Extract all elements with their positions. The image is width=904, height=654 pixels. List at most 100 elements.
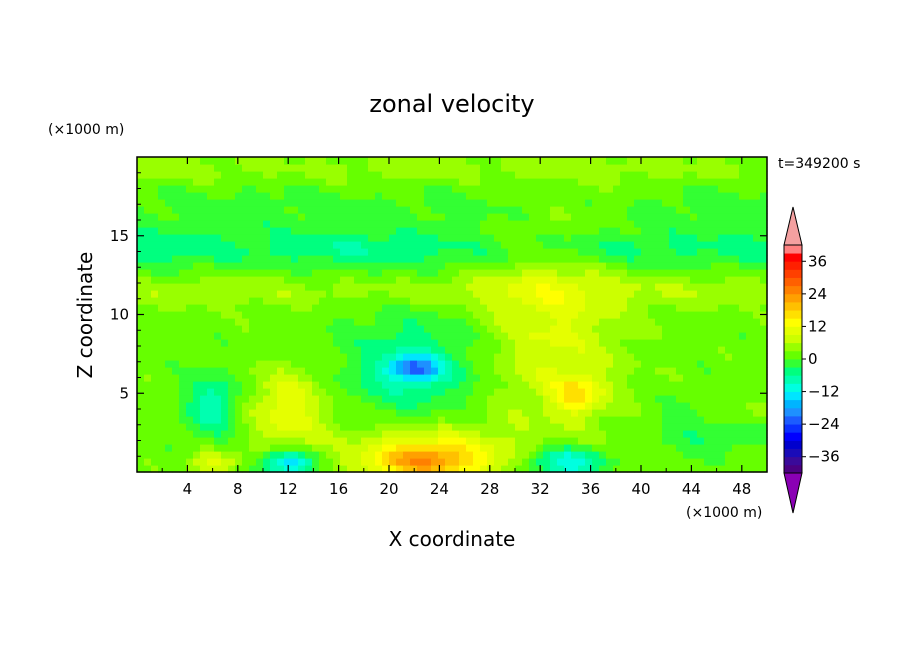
field-cell [165, 395, 173, 403]
field-cell [606, 157, 614, 165]
field-cell [473, 213, 481, 221]
field-cell [228, 402, 236, 410]
field-cell [298, 325, 306, 333]
field-cell [319, 290, 327, 298]
field-cell [389, 388, 397, 396]
field-cell [522, 353, 530, 361]
field-cell [550, 297, 558, 305]
field-cell [655, 241, 663, 249]
field-cell [564, 395, 572, 403]
field-cell [368, 451, 376, 459]
field-cell [179, 185, 187, 193]
field-cell [438, 325, 446, 333]
field-cell [431, 353, 439, 361]
field-cell [662, 171, 670, 179]
field-cell [718, 444, 726, 452]
field-cell [683, 199, 691, 207]
field-cell [333, 171, 341, 179]
field-cell [256, 395, 264, 403]
field-cell [641, 360, 649, 368]
field-cell [207, 241, 215, 249]
field-cell [382, 360, 390, 368]
field-cell [529, 255, 537, 263]
field-cell [557, 262, 565, 270]
field-cell [410, 227, 418, 235]
field-cell [298, 241, 306, 249]
field-cell [676, 171, 684, 179]
field-cell [354, 395, 362, 403]
field-cell [340, 318, 348, 326]
field-cell [585, 199, 593, 207]
x-tick-label: 48 [732, 480, 751, 498]
field-cell [333, 262, 341, 270]
field-cell [165, 339, 173, 347]
field-cell [515, 430, 523, 438]
field-cell [620, 381, 628, 389]
field-cell [193, 269, 201, 277]
field-cell [690, 318, 698, 326]
field-cell [242, 227, 250, 235]
field-cell [298, 374, 306, 382]
field-cell [487, 206, 495, 214]
field-cell [508, 220, 516, 228]
field-cell [179, 381, 187, 389]
field-cell [193, 409, 201, 417]
field-cell [606, 248, 614, 256]
field-cell [704, 262, 712, 270]
field-cell [417, 206, 425, 214]
colorbar-segment [784, 334, 802, 344]
field-cell [431, 465, 439, 473]
x-unit-label: (×1000 m) [686, 505, 762, 521]
field-cell [228, 444, 236, 452]
field-cell [599, 248, 607, 256]
field-cell [543, 367, 551, 375]
field-cell [235, 339, 243, 347]
field-cell [403, 402, 411, 410]
field-cell [424, 339, 432, 347]
x-tick-label: 28 [480, 480, 499, 498]
field-cell [284, 423, 292, 431]
field-cell [508, 255, 516, 263]
field-cell [669, 157, 677, 165]
field-cell [760, 262, 768, 270]
field-cell [543, 430, 551, 438]
field-cell [739, 185, 747, 193]
field-cell [578, 185, 586, 193]
field-cell [333, 339, 341, 347]
field-cell [641, 353, 649, 361]
field-cell [403, 332, 411, 340]
field-cell [172, 269, 180, 277]
field-cell [606, 346, 614, 354]
field-cell [144, 157, 152, 165]
field-cell [445, 185, 453, 193]
field-cell [172, 444, 180, 452]
field-cell [438, 451, 446, 459]
field-cell [459, 283, 467, 291]
field-cell [522, 416, 530, 424]
field-cell [221, 381, 229, 389]
field-cell [263, 318, 271, 326]
field-cell [634, 360, 642, 368]
field-cell [459, 262, 467, 270]
field-cell [137, 206, 145, 214]
field-cell [438, 332, 446, 340]
field-cell [179, 437, 187, 445]
field-cell [137, 451, 145, 459]
field-cell [151, 262, 159, 270]
field-cell [480, 416, 488, 424]
field-cell [564, 199, 572, 207]
field-cell [158, 248, 166, 256]
field-cell [487, 185, 495, 193]
field-cell [564, 311, 572, 319]
field-cell [263, 367, 271, 375]
field-cell [676, 283, 684, 291]
field-cell [662, 255, 670, 263]
field-cell [494, 374, 502, 382]
field-cell [571, 241, 579, 249]
field-cell [396, 283, 404, 291]
field-cell [151, 381, 159, 389]
field-cell [284, 185, 292, 193]
field-cell [571, 325, 579, 333]
field-cell [263, 178, 271, 186]
field-cell [711, 304, 719, 312]
